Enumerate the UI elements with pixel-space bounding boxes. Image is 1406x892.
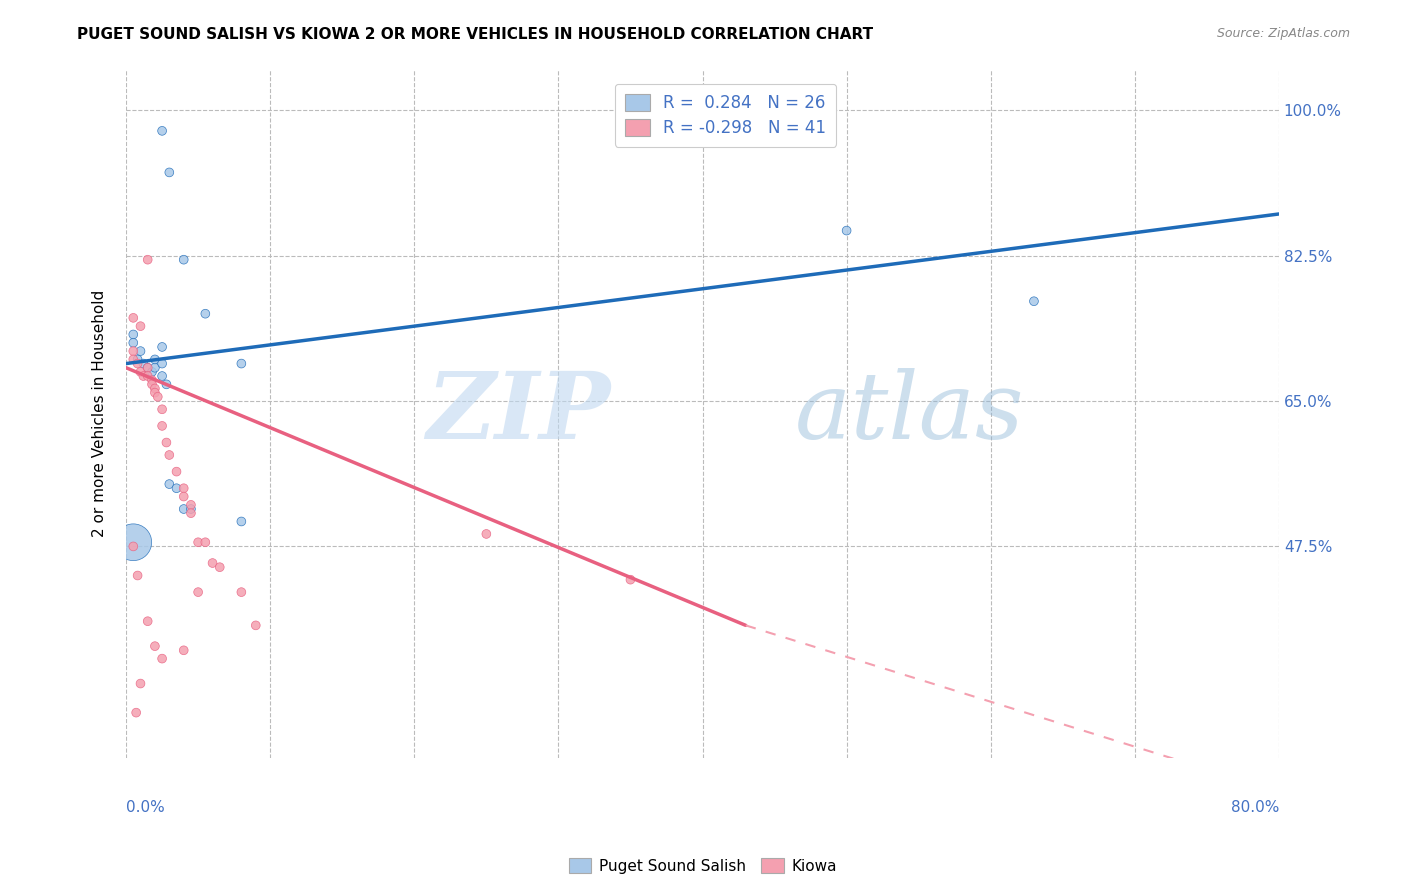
Point [173, 502, 195, 516]
Point [201, 556, 224, 570]
Point [143, 639, 166, 653]
Point [150, 418, 173, 433]
Text: ZIP: ZIP [426, 368, 610, 458]
Point [180, 502, 202, 516]
Point [129, 676, 152, 690]
Text: Source: ZipAtlas.com: Source: ZipAtlas.com [1216, 27, 1350, 40]
Point [155, 435, 177, 450]
Point [127, 352, 149, 367]
Point [132, 357, 155, 371]
Point [122, 352, 145, 367]
Point [129, 344, 152, 359]
Point [619, 573, 641, 587]
Point [127, 568, 149, 582]
Text: 80.0%: 80.0% [1230, 800, 1279, 814]
Point [122, 327, 145, 342]
Point [122, 344, 145, 359]
Point [166, 481, 188, 495]
Point [150, 357, 173, 371]
Point [194, 307, 217, 321]
Point [180, 498, 202, 512]
Point [231, 585, 253, 599]
Point [129, 319, 152, 334]
Point [150, 340, 173, 354]
Point [245, 618, 267, 632]
Point [835, 224, 858, 238]
Point [141, 373, 163, 387]
Point [129, 365, 152, 379]
Legend: R =  0.284   N = 26, R = -0.298   N = 41: R = 0.284 N = 26, R = -0.298 N = 41 [614, 84, 837, 147]
Point [143, 352, 166, 367]
Point [141, 365, 163, 379]
Point [136, 360, 159, 375]
Point [231, 357, 253, 371]
Point [187, 585, 209, 599]
Point [122, 535, 145, 549]
Text: atlas: atlas [794, 368, 1024, 458]
Point [173, 481, 195, 495]
Point [150, 369, 173, 384]
Point [157, 477, 180, 491]
Point [136, 360, 159, 375]
Point [127, 357, 149, 371]
Point [231, 515, 253, 529]
Point [122, 335, 145, 350]
Point [141, 377, 163, 392]
Text: PUGET SOUND SALISH VS KIOWA 2 OR MORE VEHICLES IN HOUSEHOLD CORRELATION CHART: PUGET SOUND SALISH VS KIOWA 2 OR MORE VE… [77, 27, 873, 42]
Point [136, 369, 159, 384]
Point [143, 382, 166, 396]
Point [166, 465, 188, 479]
Point [136, 614, 159, 628]
Point [132, 369, 155, 384]
Point [157, 165, 180, 179]
Text: 0.0%: 0.0% [127, 800, 165, 814]
Point [143, 385, 166, 400]
Point [150, 651, 173, 665]
Point [122, 540, 145, 554]
Point [136, 252, 159, 267]
Point [155, 377, 177, 392]
Point [150, 124, 173, 138]
Point [173, 643, 195, 657]
Point [122, 310, 145, 325]
Y-axis label: 2 or more Vehicles in Household: 2 or more Vehicles in Household [93, 290, 107, 537]
Point [194, 535, 217, 549]
Point [208, 560, 231, 574]
Point [157, 448, 180, 462]
Point [150, 402, 173, 417]
Legend: Puget Sound Salish, Kiowa: Puget Sound Salish, Kiowa [562, 852, 844, 880]
Point [475, 527, 498, 541]
Point [187, 535, 209, 549]
Point [180, 506, 202, 520]
Point [146, 390, 169, 404]
Point [143, 360, 166, 375]
Point [125, 706, 148, 720]
Point [173, 490, 195, 504]
Point [173, 252, 195, 267]
Point [1022, 294, 1045, 309]
